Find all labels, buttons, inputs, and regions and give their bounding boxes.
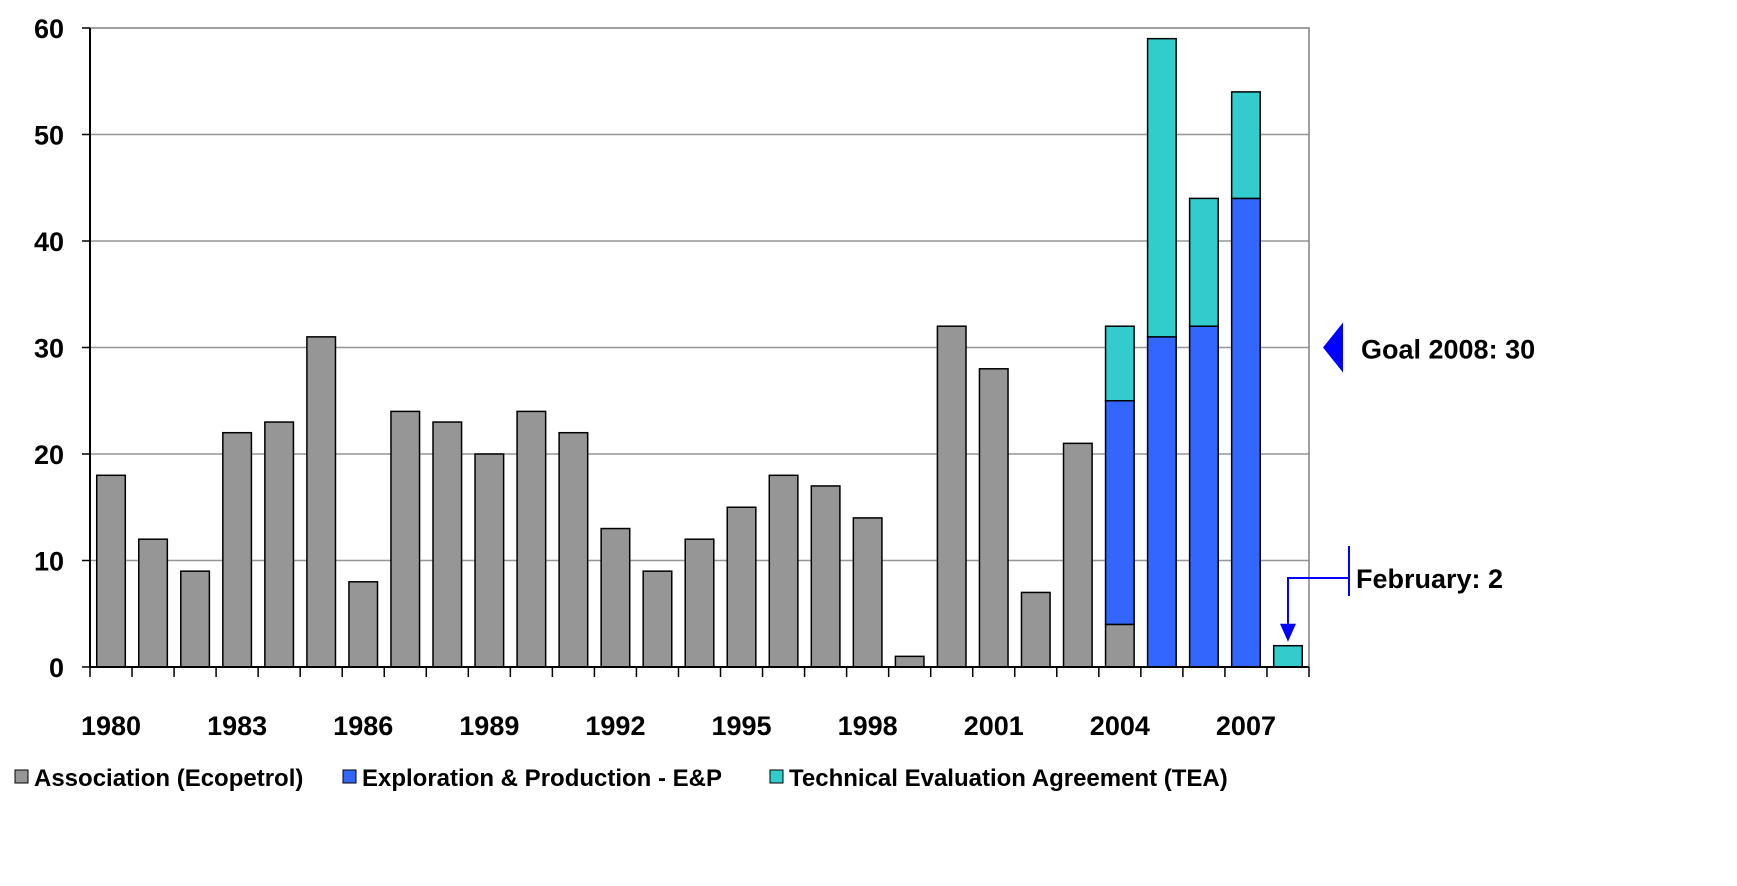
bar-1982-series-0 (180, 570, 211, 668)
bar-1995-series-0 (726, 506, 757, 668)
bar-1997-series-0 (810, 485, 841, 668)
bar-1983-series-0 (222, 431, 253, 668)
x-tick-label: 2004 (1090, 711, 1150, 741)
x-tick-label: 2007 (1216, 711, 1276, 741)
goal-marker-triangle-icon (1323, 322, 1343, 373)
bar-1981-series-0 (138, 538, 169, 668)
february-annotation: February: 2 (1279, 546, 1503, 642)
y-tick-label: 40 (34, 227, 64, 257)
bar-2004-series-2 (1104, 325, 1135, 402)
legend-item-exploration-production: Exploration & Production - E&P (342, 765, 722, 792)
february-connector-line (1286, 577, 1349, 624)
bar-1988-series-0 (432, 421, 463, 668)
bar-2002-series-0 (1020, 591, 1051, 668)
y-tick-labels: 0 10 20 30 40 50 60 (34, 14, 64, 683)
bar-1998-series-0 (852, 517, 883, 668)
goal-annotation: Goal 2008: 30 (1323, 322, 1535, 373)
bar-2000-series-0 (936, 325, 967, 668)
bar-2007-series-1 (1230, 197, 1261, 668)
bar-2004-series-0 (1104, 623, 1135, 668)
legend-item-association: Association (Ecopetrol) (14, 765, 303, 792)
bar-2006-series-1 (1188, 325, 1219, 668)
bar-2006-series-2 (1188, 197, 1219, 327)
y-tick-label: 60 (34, 14, 64, 44)
bar-1990-series-0 (516, 410, 547, 668)
bar-1999-series-0 (894, 655, 925, 668)
bar-1996-series-0 (768, 474, 799, 668)
x-tick-label: 1980 (81, 711, 141, 741)
legend-label-association: Association (Ecopetrol) (34, 765, 303, 792)
x-tick-label: 1983 (207, 711, 267, 741)
x-tick-label: 1998 (838, 711, 898, 741)
february-annotation-text: February: 2 (1356, 564, 1503, 594)
y-tick-label: 50 (34, 121, 64, 151)
bar-1991-series-0 (558, 431, 589, 668)
bar-2008-series-2 (1272, 644, 1304, 668)
bar-1987-series-0 (390, 410, 421, 668)
bar-1985-series-0 (306, 336, 337, 668)
bar-2005-series-2 (1146, 37, 1177, 338)
y-tick-label: 0 (49, 653, 64, 683)
legend-swatch-association (14, 769, 29, 784)
bar-2001-series-0 (978, 368, 1009, 668)
axes (82, 27, 1310, 677)
bar-1994-series-0 (684, 538, 715, 668)
bar-1986-series-0 (348, 581, 379, 668)
legend: Association (Ecopetrol) Exploration & Pr… (14, 765, 1228, 792)
legend-swatch-exploration-production (342, 769, 357, 784)
x-tick-label: 1986 (333, 711, 393, 741)
x-tick-label: 1992 (585, 711, 645, 741)
bar-1993-series-0 (642, 570, 673, 668)
bar-2004-series-1 (1104, 400, 1135, 626)
bars (95, 37, 1304, 668)
y-tick-label: 20 (34, 440, 64, 470)
bar-2003-series-0 (1062, 442, 1093, 668)
bar-2005-series-1 (1146, 336, 1177, 668)
bar-1984-series-0 (264, 421, 295, 668)
x-tick-label: 2001 (964, 711, 1024, 741)
february-arrow-icon (1279, 623, 1296, 642)
x-tick-label: 1989 (459, 711, 519, 741)
legend-swatch-technical-evaluation (769, 769, 784, 784)
y-tick-label: 30 (34, 334, 64, 364)
goal-annotation-text: Goal 2008: 30 (1361, 335, 1535, 365)
bar-2007-series-2 (1230, 91, 1261, 200)
x-tick-labels: 1980 1983 1986 1989 1992 1995 1998 2001 2004 2007 (81, 711, 1276, 741)
legend-item-technical-evaluation: Technical Evaluation Agreement (TEA) (769, 765, 1228, 792)
x-tick-label: 1995 (711, 711, 771, 741)
bar-1992-series-0 (600, 527, 631, 668)
bar-1980-series-0 (95, 474, 127, 668)
bar-1989-series-0 (474, 453, 505, 668)
y-tick-label: 10 (34, 547, 64, 577)
legend-label-exploration-production: Exploration & Production - E&P (362, 765, 722, 792)
legend-label-technical-evaluation: Technical Evaluation Agreement (TEA) (789, 765, 1228, 792)
